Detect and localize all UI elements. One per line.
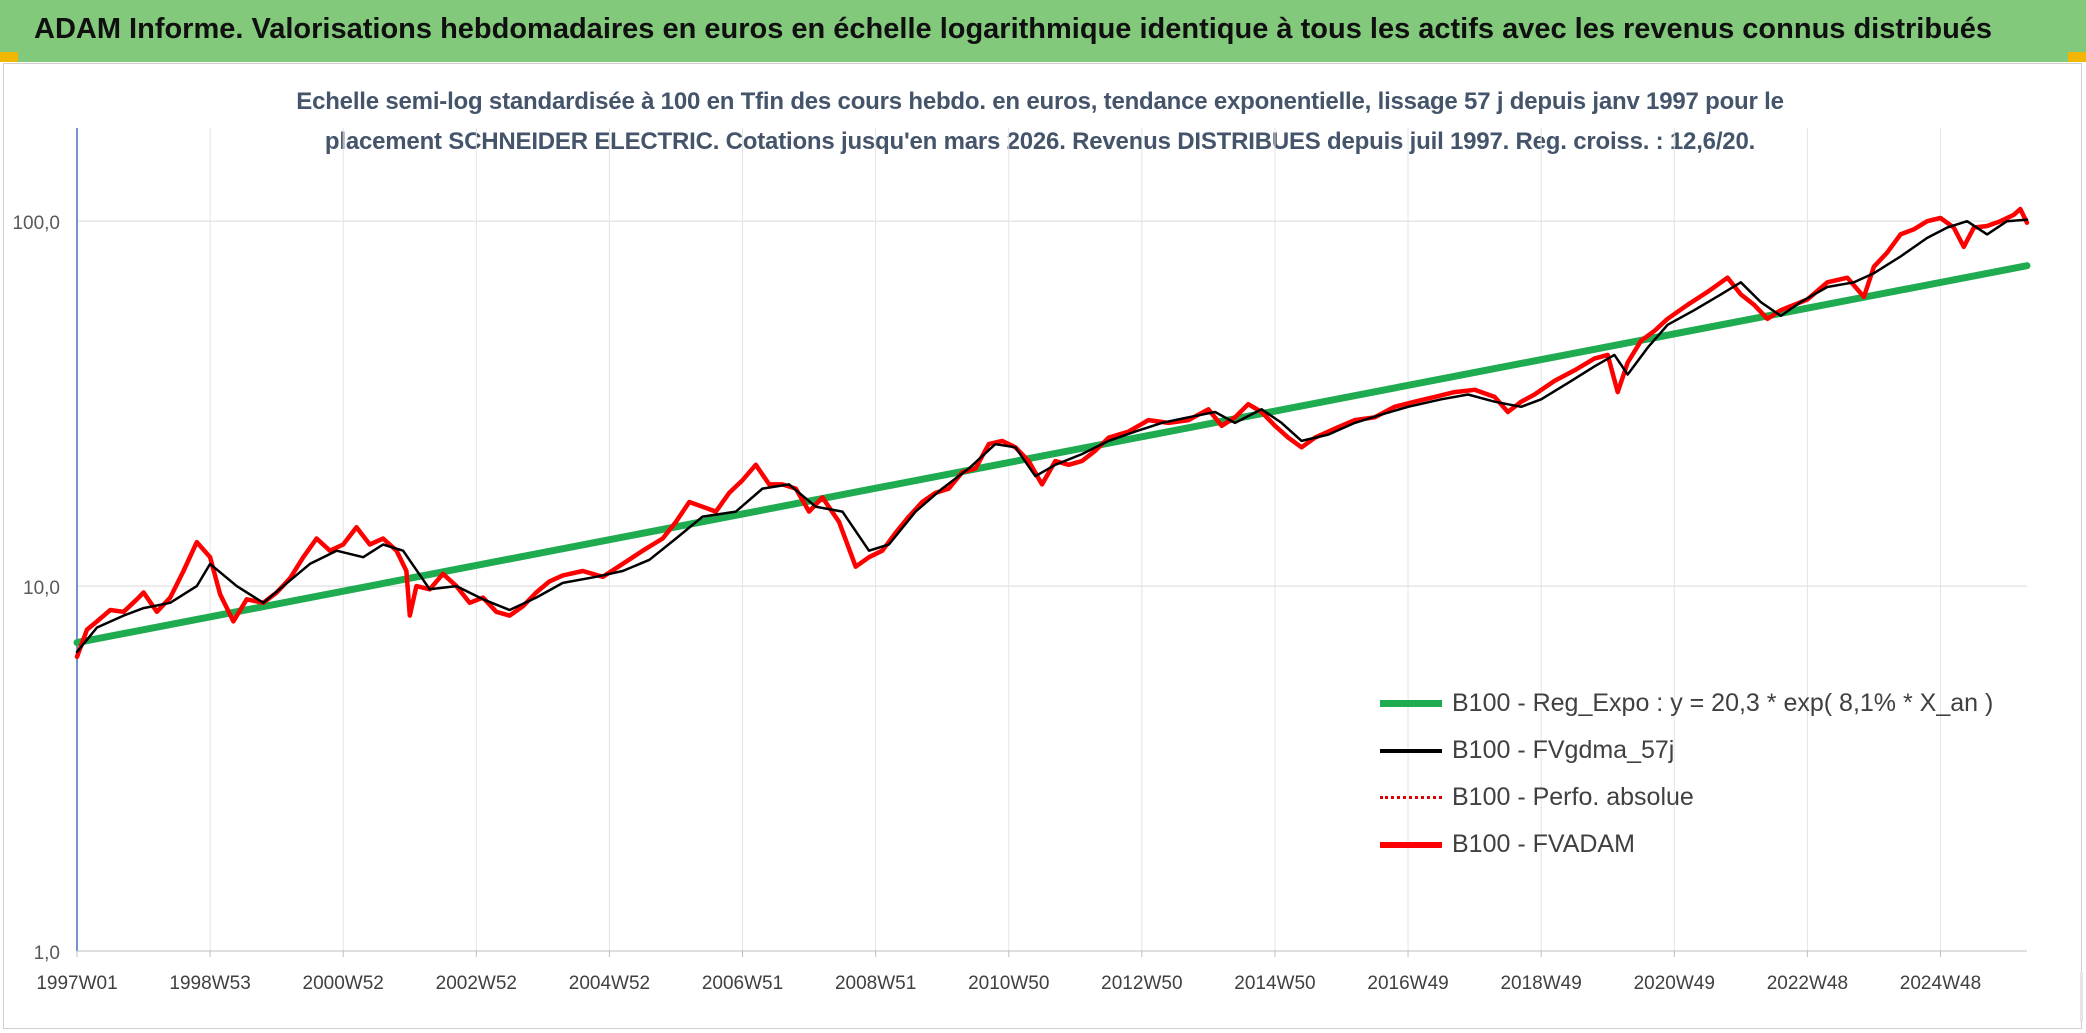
corner-marker (0, 52, 18, 62)
tick-labels: 1,0 10,0 100,0 1997W01 1998W53 2000W52 2002W52… (12, 213, 1981, 994)
chart-frame (3, 63, 2082, 1029)
legend-swatch-dotted-line (1380, 796, 1442, 799)
legend-item-reg-expo: B100 - Reg_Expo : y = 20,3 * exp( 8,1% *… (1380, 680, 2000, 727)
legend-item-fvadam: B100 - FVADAM (1380, 821, 2000, 868)
x-tick-label: 2012W50 (1101, 973, 1182, 994)
chart-title-line-1: Echelle semi-log standardisée à 100 en T… (296, 88, 1784, 115)
series-lines (73, 206, 2031, 660)
x-tick-label: 2024W48 (1900, 973, 1981, 994)
corner-marker (2068, 52, 2086, 62)
x-tick-label: 2020W49 (1634, 973, 1715, 994)
axes (76, 128, 2027, 957)
y-tick-label: 1,0 (34, 943, 60, 964)
legend-label: B100 - FVADAM (1452, 830, 1635, 858)
series-line-fvadam (74, 206, 2030, 660)
scrollbar-edge (2080, 972, 2083, 1022)
x-tick-label: 1998W53 (169, 973, 250, 994)
legend-swatch-green-line (1380, 700, 1442, 707)
x-tick-label: 1997W01 (36, 973, 117, 994)
x-tick-label: 2008W51 (835, 973, 916, 994)
legend-swatch-black-line (1380, 748, 1442, 753)
x-tick-label: 2018W49 (1500, 973, 1581, 994)
series-line-fvgdma (75, 218, 2029, 654)
y-tick-label: 100,0 (12, 213, 60, 234)
legend-label: B100 - Perfo. absolue (1452, 783, 1694, 811)
legend-swatch-red-line (1380, 841, 1442, 848)
x-tick-label: 2022W48 (1767, 973, 1848, 994)
x-tick-label: 2000W52 (303, 973, 384, 994)
legend-label: B100 - Reg_Expo : y = 20,3 * exp( 8,1% *… (1452, 689, 1994, 717)
legend-item-perfo-absolue: B100 - Perfo. absolue (1380, 774, 2000, 821)
legend: B100 - Reg_Expo : y = 20,3 * exp( 8,1% *… (1380, 680, 2000, 868)
legend-label: B100 - FVgdma_57j (1452, 736, 1675, 764)
x-tick-label: 2002W52 (436, 973, 517, 994)
x-tick-label: 2010W50 (968, 973, 1049, 994)
x-tick-label: 2004W52 (569, 973, 650, 994)
x-tick-label: 2016W49 (1367, 973, 1448, 994)
report-banner-title: ADAM Informe. Valorisations hebdomadaire… (0, 0, 2086, 62)
x-tick-label: 2006W51 (702, 973, 783, 994)
y-tick-label: 10,0 (23, 578, 60, 599)
x-tick-label: 2014W50 (1234, 973, 1315, 994)
legend-item-fvgdma: B100 - FVgdma_57j (1380, 727, 2000, 774)
chart-title-line-2: placement SCHNEIDER ELECTRIC. Cotations … (324, 128, 1756, 155)
series-line-reg-expo (73, 262, 2031, 647)
